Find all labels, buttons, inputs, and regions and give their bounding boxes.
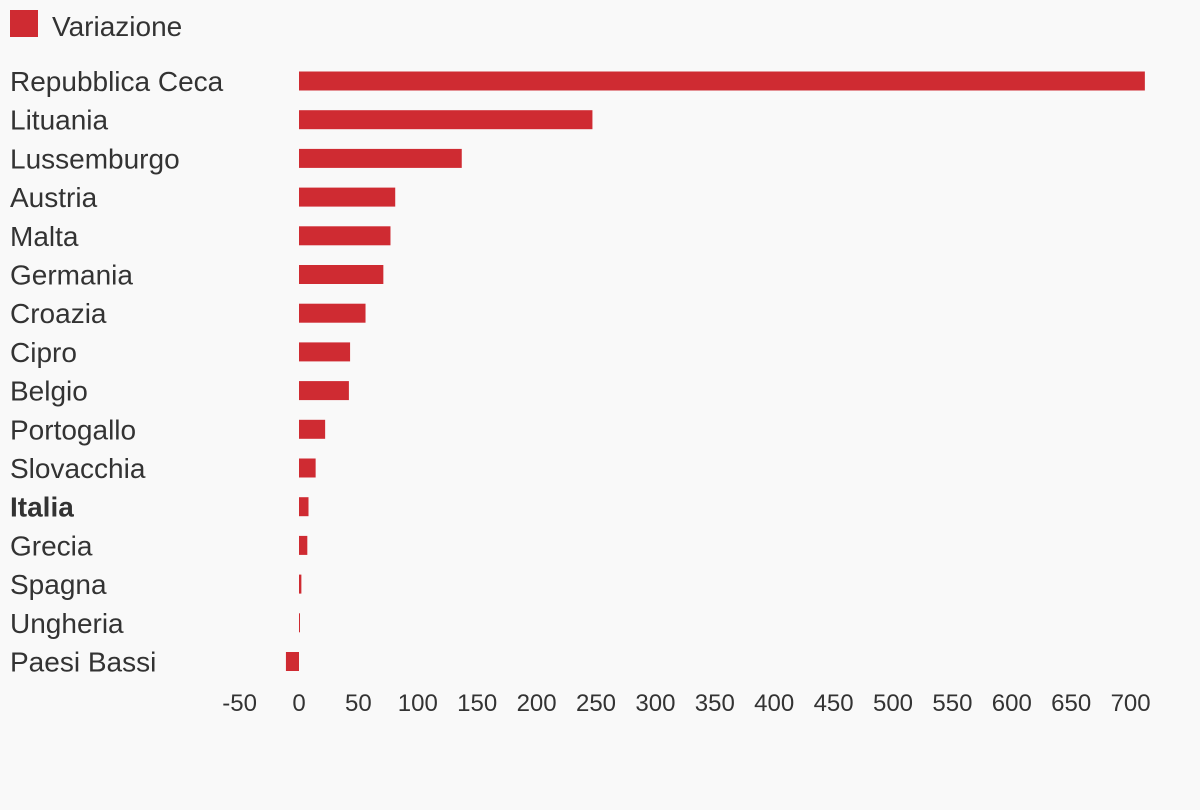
bar-malta xyxy=(299,226,391,246)
bars xyxy=(285,71,1145,671)
category-label-croazia: Croazia xyxy=(10,298,107,329)
bar-portogallo xyxy=(299,419,326,439)
category-label-italia: Italia xyxy=(10,492,74,523)
x-tick-label: 350 xyxy=(695,690,735,717)
category-label-germania: Germania xyxy=(10,260,133,291)
bar-slovacchia xyxy=(299,458,316,478)
category-label-lituania: Lituania xyxy=(10,105,109,136)
x-tick-label: 500 xyxy=(873,690,913,717)
category-label-portogallo: Portogallo xyxy=(10,414,136,445)
category-label-paesi-bassi: Paesi Bassi xyxy=(10,647,156,678)
category-label-malta: Malta xyxy=(10,221,79,252)
category-label-spagna: Spagna xyxy=(10,569,107,600)
x-tick-label: 0 xyxy=(292,690,305,717)
x-tick-label: 550 xyxy=(932,690,972,717)
bar-lituania xyxy=(299,110,593,130)
category-label-cipro: Cipro xyxy=(10,337,77,368)
legend: Variazione xyxy=(10,10,182,42)
x-tick-label: 300 xyxy=(635,690,675,717)
x-tick-label: 250 xyxy=(576,690,616,717)
x-tick-label: 700 xyxy=(1111,690,1151,717)
bar-ungheria xyxy=(299,613,300,633)
x-tick-label: 100 xyxy=(398,690,438,717)
x-axis: -50 0 50 100 150 200 250 300 350 400 450 500 550 600 6… xyxy=(222,690,1150,717)
bar-italia xyxy=(299,497,309,517)
bar-lussemburgo xyxy=(299,148,462,168)
category-label-repubblica-ceca: Repubblica Ceca xyxy=(10,66,224,97)
category-label-grecia: Grecia xyxy=(10,530,93,561)
bar-germania xyxy=(299,265,384,284)
bar-belgio xyxy=(299,381,349,401)
legend-label-variazione: Variazione xyxy=(52,11,182,42)
bar-repubblica-ceca xyxy=(299,71,1145,91)
x-tick-label: 400 xyxy=(754,690,794,717)
category-label-austria: Austria xyxy=(10,182,98,213)
category-label-slovacchia: Slovacchia xyxy=(10,453,146,484)
bar-spagna xyxy=(299,574,302,594)
legend-swatch-variazione xyxy=(10,10,38,37)
x-tick-label: 600 xyxy=(992,690,1032,717)
bar-austria xyxy=(299,187,396,207)
x-tick-label: 50 xyxy=(345,690,372,717)
category-label-lussemburgo: Lussemburgo xyxy=(10,143,180,174)
category-labels: Repubblica Ceca Lituania Lussemburgo Austri… xyxy=(10,66,224,678)
category-label-belgio: Belgio xyxy=(10,376,88,407)
bar-cipro xyxy=(299,342,351,362)
x-tick-label: 650 xyxy=(1051,690,1091,717)
category-label-ungheria: Ungheria xyxy=(10,608,124,639)
bar-grecia xyxy=(299,535,308,555)
x-tick-label: -50 xyxy=(222,690,257,717)
x-tick-label: 200 xyxy=(517,690,557,717)
x-tick-label: 150 xyxy=(457,690,497,717)
bar-croazia xyxy=(299,303,366,323)
bar-paesi-bassi xyxy=(285,652,299,671)
x-tick-label: 450 xyxy=(814,690,854,717)
